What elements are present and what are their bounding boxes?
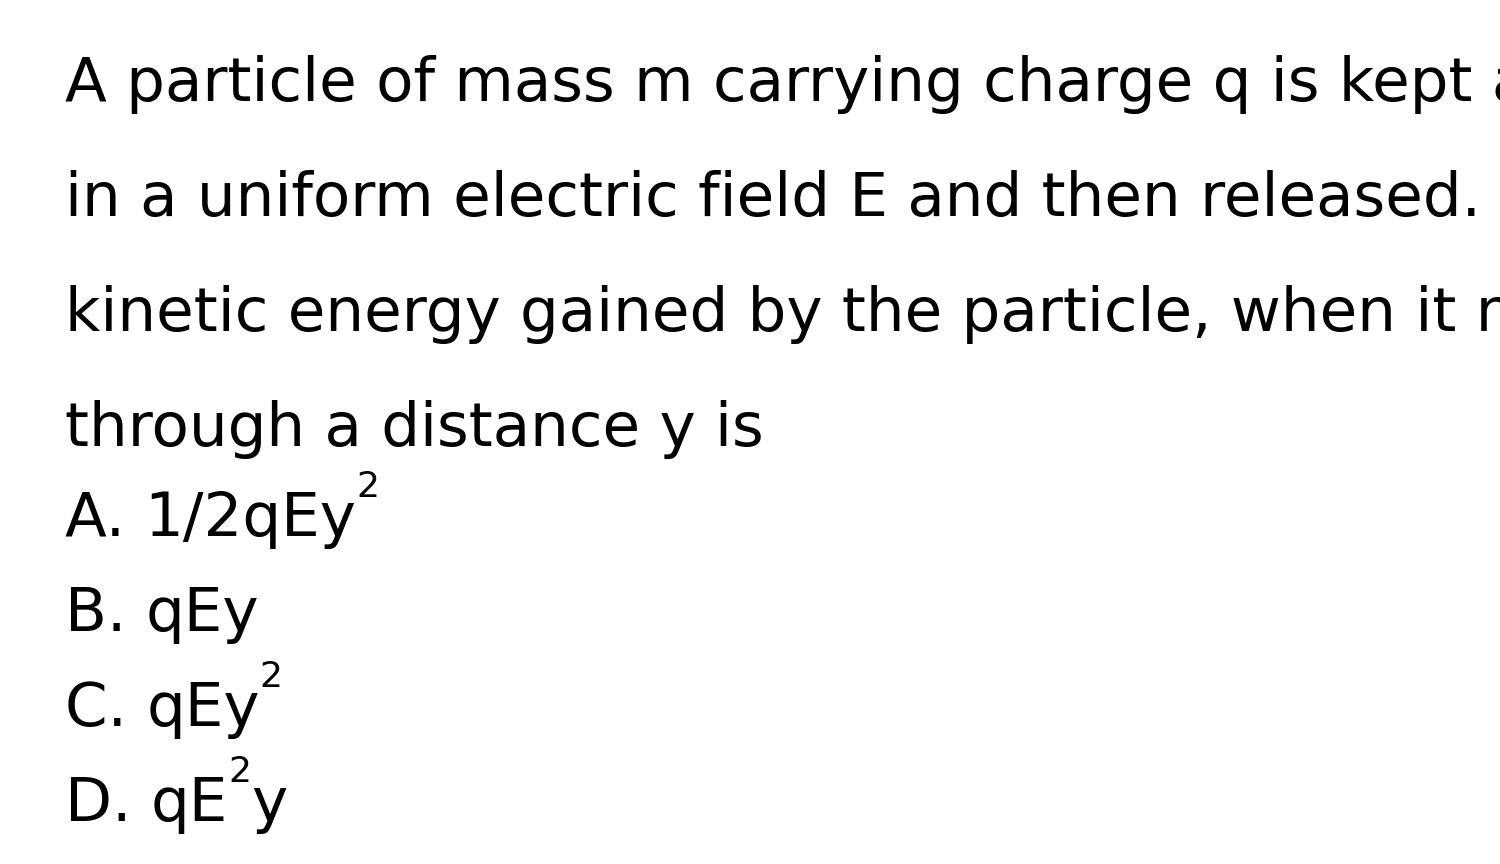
- Text: A particle of mass m carrying charge q is kept at rest: A particle of mass m carrying charge q i…: [64, 55, 1500, 114]
- Text: C.: C.: [64, 680, 147, 739]
- Text: in a uniform electric field E and then released. The: in a uniform electric field E and then r…: [64, 170, 1500, 229]
- Text: kinetic energy gained by the particle, when it moves: kinetic energy gained by the particle, w…: [64, 285, 1500, 344]
- Text: through a distance y is: through a distance y is: [64, 400, 764, 459]
- Text: D.: D.: [64, 775, 152, 834]
- Text: qE: qE: [152, 775, 228, 834]
- Text: 1/2qEy: 1/2qEy: [144, 490, 357, 549]
- Text: qEy: qEy: [147, 680, 260, 739]
- Text: 2: 2: [228, 755, 251, 789]
- Text: 2: 2: [260, 660, 284, 694]
- Text: A.: A.: [64, 490, 144, 549]
- Text: y: y: [252, 775, 288, 834]
- Text: B.: B.: [64, 585, 146, 644]
- Text: qEy: qEy: [146, 585, 260, 644]
- Text: 2: 2: [357, 470, 380, 505]
